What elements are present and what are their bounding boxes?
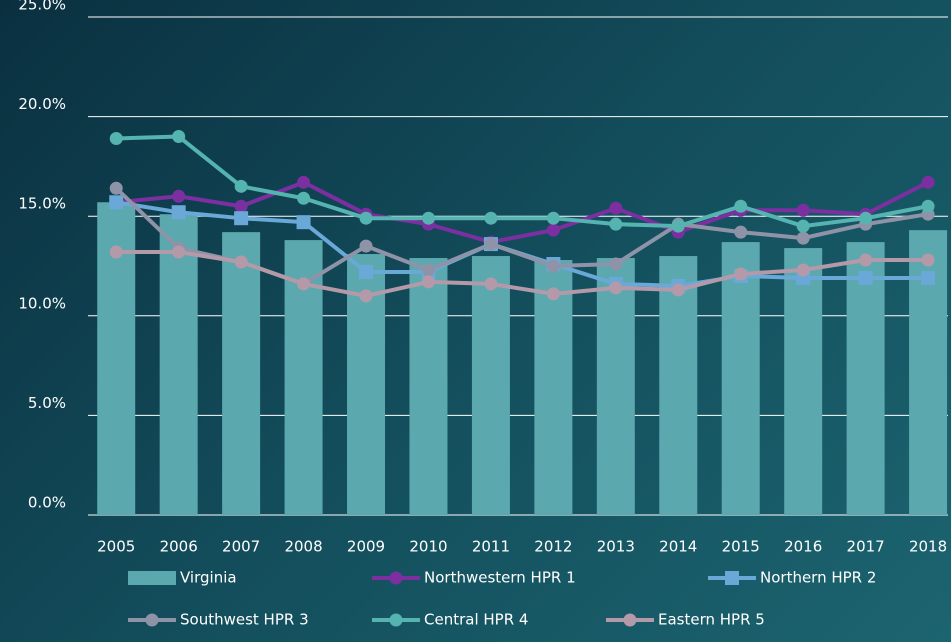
- data-point: [421, 211, 435, 225]
- legend-label: Virginia: [180, 569, 237, 587]
- data-point: [296, 215, 311, 230]
- data-point: [609, 257, 623, 271]
- data-point: [234, 255, 248, 269]
- data-point: [671, 219, 685, 233]
- data-point: [109, 195, 124, 210]
- y-tick-label: 0.0%: [28, 494, 66, 512]
- bar: [596, 258, 635, 515]
- x-tick-label: 2016: [784, 538, 822, 556]
- x-tick-label: 2018: [909, 538, 947, 556]
- bar: [721, 242, 760, 515]
- data-point: [109, 181, 123, 195]
- x-tick-label: 2013: [597, 538, 635, 556]
- series-line: [116, 250, 929, 298]
- bar: [659, 256, 698, 515]
- x-tick-label: 2009: [347, 538, 385, 556]
- series-line: [116, 134, 929, 229]
- data-point: [297, 277, 311, 291]
- data-point: [359, 289, 373, 303]
- y-tick-label: 25.0%: [18, 0, 66, 14]
- data-point: [609, 201, 623, 215]
- x-tick-label: 2014: [659, 538, 697, 556]
- x-tick-label: 2006: [160, 538, 198, 556]
- data-point: [109, 245, 123, 259]
- data-point: [734, 267, 748, 281]
- data-point: [109, 132, 123, 146]
- y-tick-label: 5.0%: [28, 394, 66, 412]
- bar: [784, 248, 823, 515]
- data-point: [921, 253, 935, 267]
- legend-label: Central HPR 4: [424, 611, 528, 629]
- x-tick-label: 2017: [847, 538, 885, 556]
- data-point: [421, 263, 435, 277]
- data-point: [172, 189, 186, 203]
- data-point: [858, 270, 873, 285]
- legend-marker: [389, 571, 403, 585]
- data-point: [421, 275, 435, 289]
- series-line: [116, 180, 929, 245]
- bar: [846, 242, 885, 515]
- x-tick-label: 2008: [284, 538, 322, 556]
- data-point: [546, 287, 560, 301]
- x-tick-label: 2005: [97, 538, 135, 556]
- data-point: [609, 281, 623, 295]
- data-point: [796, 203, 810, 217]
- legend-marker: [725, 571, 739, 585]
- bar: [159, 214, 198, 515]
- legend-label: Eastern HPR 5: [658, 611, 765, 629]
- legend-marker: [389, 613, 403, 627]
- data-point: [234, 179, 248, 193]
- legend-label: Southwest HPR 3: [180, 611, 309, 629]
- data-point: [297, 191, 311, 205]
- x-tick-label: 2010: [409, 538, 447, 556]
- legend-label: Northwestern HPR 1: [424, 569, 576, 587]
- data-point: [484, 211, 498, 225]
- data-point: [921, 270, 936, 285]
- x-tick-label: 2011: [472, 538, 510, 556]
- data-point: [859, 211, 873, 225]
- bar: [471, 256, 510, 515]
- data-point: [234, 199, 248, 213]
- x-tick-label: 2012: [534, 538, 572, 556]
- y-tick-label: 20.0%: [18, 95, 66, 113]
- data-point: [546, 259, 560, 273]
- data-point: [297, 175, 311, 189]
- data-point: [734, 199, 748, 213]
- data-point: [609, 217, 623, 231]
- bar: [222, 232, 261, 516]
- data-point: [359, 211, 373, 225]
- legend-swatch: [128, 571, 176, 585]
- data-point: [234, 211, 249, 226]
- data-point: [484, 237, 498, 251]
- data-point: [546, 211, 560, 225]
- y-tick-label: 10.0%: [18, 294, 66, 312]
- data-point: [172, 245, 186, 259]
- data-point: [921, 175, 935, 189]
- data-point: [671, 283, 685, 297]
- data-point: [796, 219, 810, 233]
- x-tick-label: 2007: [222, 538, 260, 556]
- bar: [409, 258, 448, 515]
- data-point: [172, 130, 186, 144]
- data-point: [859, 253, 873, 267]
- data-point: [796, 263, 810, 277]
- data-point: [484, 277, 498, 291]
- legend-label: Northern HPR 2: [760, 569, 876, 587]
- data-point: [171, 205, 186, 220]
- data-point: [359, 239, 373, 253]
- x-tick-label: 2015: [722, 538, 760, 556]
- y-tick-label: 15.0%: [18, 195, 66, 213]
- bar: [534, 260, 573, 515]
- data-point: [921, 199, 935, 213]
- data-point: [546, 223, 560, 237]
- data-point: [359, 264, 374, 279]
- legend-marker: [623, 613, 637, 627]
- data-point: [734, 225, 748, 239]
- data-point: [796, 231, 810, 245]
- legend-marker: [145, 613, 159, 627]
